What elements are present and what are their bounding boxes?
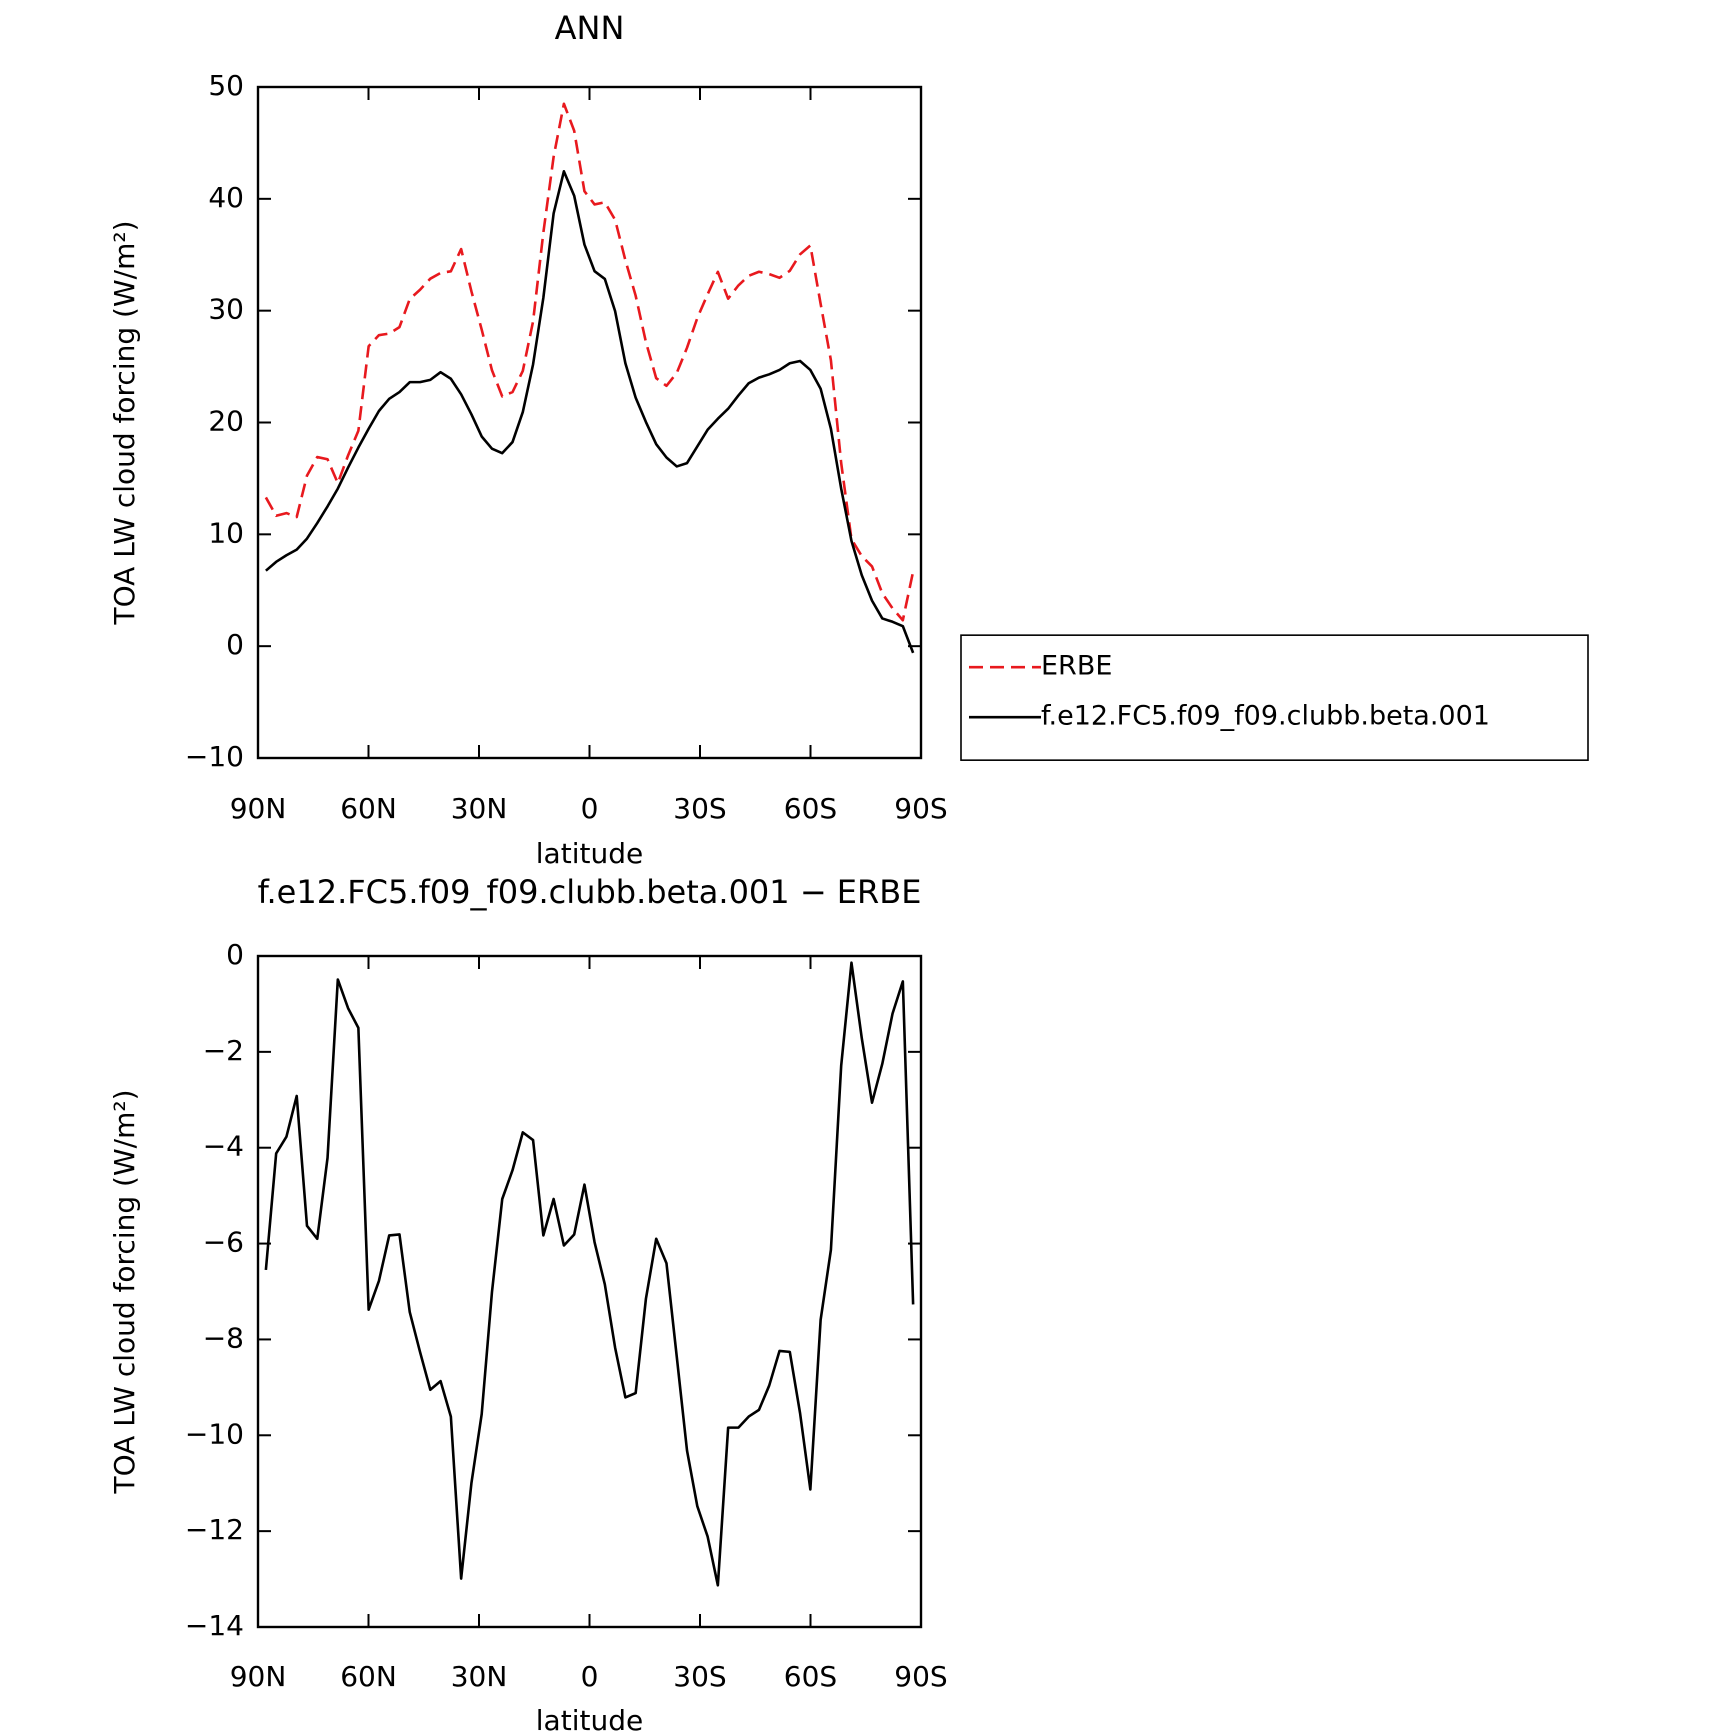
x-tick-label: 0 (581, 792, 599, 825)
data-line (265, 170, 915, 654)
y-tick-label: 0 (226, 938, 244, 971)
legend-box (960, 634, 1589, 761)
y-tick-label: 50 (208, 69, 244, 102)
y-tick-label: 20 (208, 405, 244, 438)
x-tick-label: 30N (451, 1660, 508, 1693)
y-tick-label: −2 (203, 1034, 244, 1067)
y-tick-label: −12 (185, 1513, 244, 1546)
y-tick-label: −6 (203, 1226, 244, 1259)
x-tick-label: 60N (340, 1660, 397, 1693)
x-tick-label: 30S (673, 792, 726, 825)
y-axis-label: TOA LW cloud forcing (W/m²) (108, 221, 141, 626)
y-tick-label: 10 (208, 516, 244, 549)
data-line (264, 102, 915, 622)
x-axis-label: latitude (536, 1704, 643, 1734)
panel: ANN −10 0 10 20 30 40 50 90N 60N 30N 0 30S 60S 90S lati… (108, 9, 1589, 870)
legend: ERBE f.e12.FC5.f09_f09.clubb.beta.001 (960, 634, 1589, 761)
x-tick-label: 30S (673, 1660, 726, 1693)
y-tick-label: 0 (226, 628, 244, 661)
x-tick-label: 60S (784, 1660, 837, 1693)
y-tick-label: 40 (208, 181, 244, 214)
x-tick-label: 60N (340, 792, 397, 825)
y-tick-label: −8 (203, 1321, 244, 1354)
y-tick-label: −4 (203, 1130, 244, 1163)
panel: f.e12.FC5.f09_f09.clubb.beta.001 − ERBE −… (108, 873, 948, 1734)
y-tick-label: 30 (208, 293, 244, 326)
y-tick-label: −10 (185, 1417, 244, 1450)
chart-title: f.e12.FC5.f09_f09.clubb.beta.001 − ERBE (258, 873, 922, 911)
x-tick-label: 90N (230, 1660, 287, 1693)
y-tick-label: −14 (185, 1609, 244, 1642)
x-tick-label: 60S (784, 792, 837, 825)
plot-frame (256, 954, 923, 1629)
legend-label: f.e12.FC5.f09_f09.clubb.beta.001 (1041, 701, 1490, 732)
data-line (264, 961, 915, 1587)
x-tick-label: 90N (230, 792, 287, 825)
y-axis-label: TOA LW cloud forcing (W/m²) (108, 1090, 141, 1495)
chart-title: ANN (555, 9, 625, 47)
x-tick-label: 30N (451, 792, 508, 825)
y-tick-label: −10 (185, 740, 244, 773)
plot-frame (256, 85, 923, 760)
x-tick-label: 90S (894, 792, 947, 825)
x-tick-label: 90S (894, 1660, 947, 1693)
legend-label: ERBE (1041, 651, 1112, 682)
x-axis-label: latitude (536, 837, 643, 870)
x-tick-label: 0 (581, 1660, 599, 1693)
